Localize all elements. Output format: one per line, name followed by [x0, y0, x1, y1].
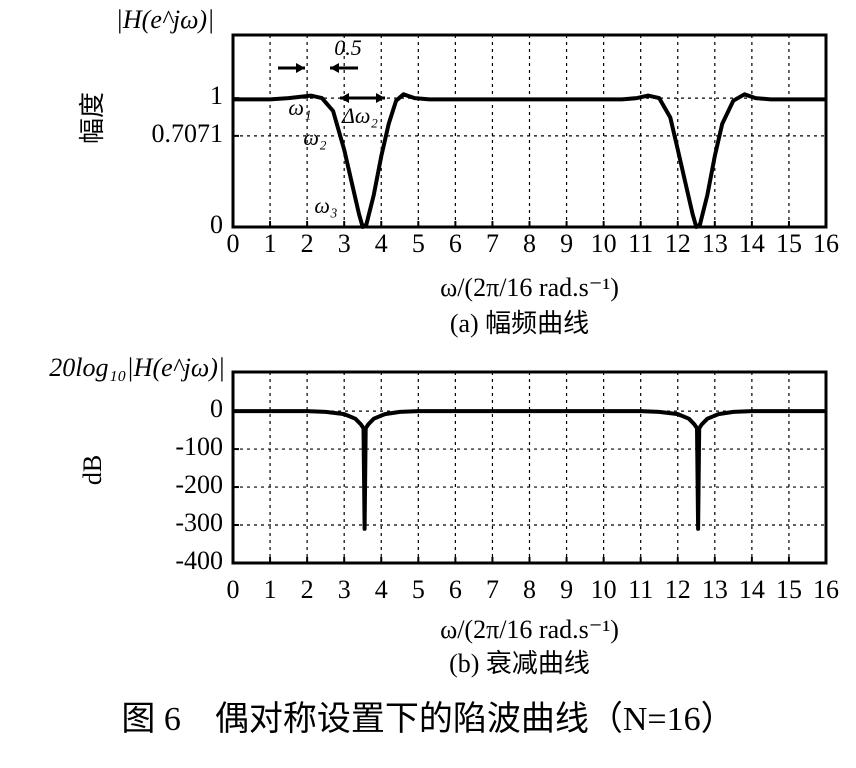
- x-tick-label: 13: [702, 575, 728, 604]
- x-tick-label: 4: [375, 229, 388, 258]
- x-tick-label: 13: [702, 229, 728, 258]
- annotation: ω₃: [314, 193, 337, 218]
- arrow-head: [340, 93, 385, 103]
- x-tick-label: 11: [628, 575, 653, 604]
- data-line: [233, 409, 826, 531]
- y-tick-label: -400: [175, 546, 223, 575]
- data-line: [233, 92, 826, 229]
- y-tick-label: 1: [210, 81, 223, 110]
- x-tick-label: 6: [449, 575, 462, 604]
- x-tick-label: 12: [665, 229, 691, 258]
- x-tick-label: 12: [665, 575, 691, 604]
- x-tick-label: 15: [776, 229, 802, 258]
- x-tick-label: 1: [264, 575, 277, 604]
- x-tick-label: 14: [739, 229, 765, 258]
- x-tick-label: 2: [301, 575, 314, 604]
- annotation: ω₂: [303, 125, 327, 150]
- x-tick-label: 16: [813, 575, 839, 604]
- annotation: 0.5: [334, 35, 362, 60]
- x-tick-label: 5: [412, 229, 425, 258]
- y-tick-label: 0: [210, 210, 223, 239]
- x-tick-label: 16: [813, 229, 839, 258]
- x-tick-label: 3: [338, 575, 351, 604]
- x-axis-label: ω/(2π/16 rad.s⁻¹): [440, 273, 619, 302]
- x-tick-label: 6: [449, 229, 462, 258]
- x-tick-label: 10: [591, 229, 617, 258]
- y-axis-header: 20log₁₀|H(e^jω)|: [49, 353, 225, 382]
- x-tick-label: 10: [591, 575, 617, 604]
- y-tick-label: 0: [210, 394, 223, 423]
- y-tick-label: -200: [175, 470, 223, 499]
- x-tick-label: 2: [301, 229, 314, 258]
- y-axis-header: |H(e^jω)|: [116, 5, 214, 34]
- y-tick-label: -100: [175, 432, 223, 461]
- figure-caption: 图 6 偶对称设置下的陷波曲线（N=16）: [121, 700, 734, 738]
- y-tick-label: 0.7071: [152, 119, 224, 148]
- plot-frame: [231, 370, 828, 565]
- arrow-head: [296, 63, 305, 73]
- x-tick-label: 9: [560, 229, 573, 258]
- arrow-head: [330, 63, 339, 73]
- y-axis-label: dB: [78, 455, 107, 485]
- x-tick-label: 0: [227, 575, 240, 604]
- x-tick-label: 4: [375, 575, 388, 604]
- annotation: Δω₂: [341, 103, 378, 128]
- x-tick-label: 15: [776, 575, 802, 604]
- x-tick-label: 3: [338, 229, 351, 258]
- x-tick-label: 8: [523, 229, 536, 258]
- x-axis-label: ω/(2π/16 rad.s⁻¹): [440, 615, 619, 644]
- annotation: ω₁: [288, 95, 311, 120]
- x-tick-label: 7: [486, 575, 499, 604]
- x-tick-label: 11: [628, 229, 653, 258]
- subplot-caption: (b) 衰减曲线: [449, 649, 590, 678]
- plot-frame: [231, 33, 828, 229]
- subplot-caption: (a) 幅频曲线: [450, 309, 589, 338]
- y-tick-label: -300: [175, 508, 223, 537]
- x-tick-label: 9: [560, 575, 573, 604]
- x-tick-label: 1: [264, 229, 277, 258]
- x-tick-label: 7: [486, 229, 499, 258]
- y-axis-label: 幅度: [78, 92, 107, 144]
- x-tick-label: 8: [523, 575, 536, 604]
- x-tick-label: 14: [739, 575, 765, 604]
- x-tick-label: 0: [227, 229, 240, 258]
- x-tick-label: 5: [412, 575, 425, 604]
